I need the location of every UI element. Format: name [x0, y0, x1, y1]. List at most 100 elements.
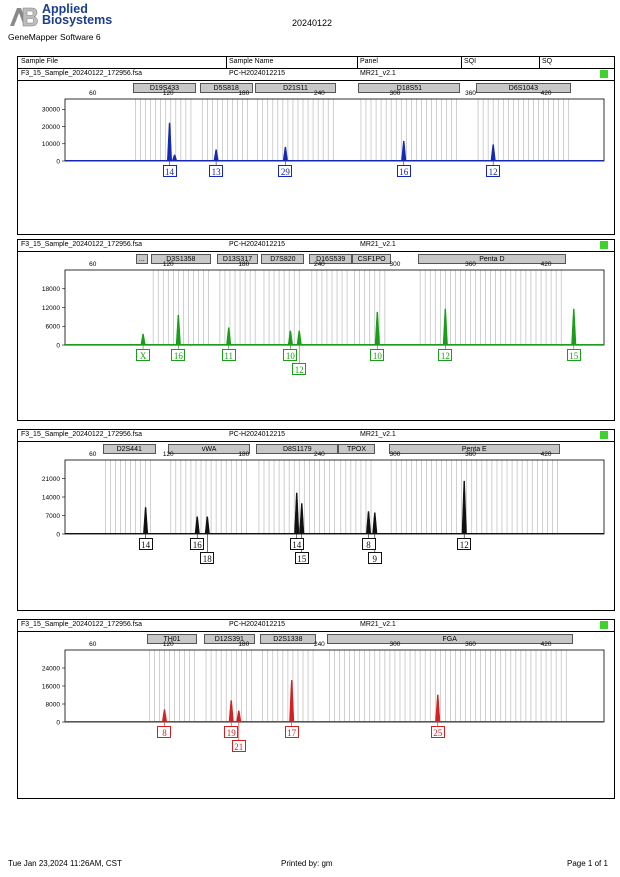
allele-peak: [172, 154, 178, 161]
allele-call-label: 25: [430, 726, 445, 738]
y-tick-label: 14000: [42, 494, 60, 501]
allele-call-label: 15: [294, 552, 309, 564]
allele-call-label: 16: [171, 349, 186, 361]
allele-call-label: 21: [231, 740, 246, 752]
sample-file: F3_15_Sample_20240122_172956.fsa: [21, 431, 143, 438]
x-tick-label: 240: [314, 90, 325, 97]
x-tick-label: 60: [89, 641, 97, 648]
y-tick-label: 16000: [42, 683, 60, 690]
marker-d2s441: D2S441: [102, 444, 156, 454]
allele-peak: [175, 315, 181, 345]
sq-status-indicator: [600, 241, 608, 249]
x-tick-label: 420: [541, 641, 552, 648]
x-tick-label: 180: [238, 641, 249, 648]
y-tick-label: 24000: [42, 665, 60, 672]
col-sample-name: Sample Name: [229, 58, 274, 65]
x-tick-label: 180: [238, 451, 249, 458]
allele-peak: [213, 149, 219, 161]
sample-file: F3_15_Sample_20240122_172956.fsa: [21, 241, 143, 248]
allele-peak: [435, 694, 441, 722]
printed-by: Printed by: gm: [281, 859, 333, 868]
electropherogram-panel-2: F3_15_Sample_20240122_172956.fsa PC-H202…: [17, 239, 615, 421]
report-date: 20240122: [292, 18, 333, 28]
allele-peak: [401, 140, 407, 161]
electropherogram-panel-4: F3_15_Sample_20240122_172956.fsa PC-H202…: [17, 619, 615, 799]
sq-status-indicator: [600, 621, 608, 629]
allele-call-label: 14: [162, 165, 177, 177]
y-tick-label: 12000: [42, 305, 60, 312]
allele-call-label: 15: [566, 349, 581, 361]
allele-call-label: 8: [361, 538, 376, 550]
allele-peak: [289, 680, 295, 722]
allele-peak: [374, 311, 380, 345]
marker-tpox: TPOX: [338, 444, 375, 454]
allele-peak: [294, 492, 300, 534]
x-tick-label: 120: [163, 90, 174, 97]
x-tick-label: 180: [238, 261, 249, 268]
y-tick-label: 7000: [46, 513, 61, 520]
allele-call-label: 11: [221, 349, 236, 361]
allele-peak: [140, 333, 146, 345]
x-tick-label: 120: [163, 261, 174, 268]
sq-status-indicator: [600, 70, 608, 78]
allele-call-label: 16: [396, 165, 411, 177]
plot-area-frame: [64, 269, 605, 346]
marker-fga: FGA: [326, 634, 573, 644]
col-sample-file: Sample File: [21, 58, 58, 65]
marker-d19s433: D19S433: [133, 83, 196, 93]
sample-info-row: F3_15_Sample_20240122_172956.fsa PC-H202…: [18, 620, 614, 632]
marker-d8s1179: D8S1179: [256, 444, 339, 454]
applied-biosystems-logo: [8, 6, 38, 28]
page-number: Page 1 of 1: [567, 859, 608, 868]
allele-peak: [204, 516, 210, 534]
sample-file: F3_15_Sample_20240122_172956.fsa: [21, 70, 143, 77]
allele-call-label: 14: [289, 538, 304, 550]
allele-peak: [282, 146, 288, 161]
marker--: ...: [135, 254, 149, 264]
x-tick-label: 420: [541, 451, 552, 458]
y-tick-label: 6000: [46, 324, 61, 331]
x-tick-label: 180: [238, 90, 249, 97]
y-tick-label: 0: [56, 342, 60, 349]
print-timestamp: Tue Jan 23,2024 11:26AM, CST: [8, 859, 122, 868]
panel-name: MR21_v2.1: [360, 431, 396, 438]
sample-info-row: F3_15_Sample_20240122_172956.fsa PC-H202…: [18, 430, 614, 442]
sq-status-indicator: [600, 431, 608, 439]
x-tick-label: 300: [390, 261, 401, 268]
y-tick-label: 0: [56, 719, 60, 726]
allele-call-label: 9: [367, 552, 382, 564]
brand-line-2: Biosystems: [42, 13, 113, 27]
y-tick-label: 0: [56, 531, 60, 538]
marker-d6s1043: D6S1043: [475, 83, 572, 93]
allele-call-label: 16: [190, 538, 205, 550]
allele-call-label: 12: [486, 165, 501, 177]
allele-peak: [461, 480, 467, 534]
allele-call-label: 12: [292, 363, 307, 375]
allele-call-label: 12: [438, 349, 453, 361]
x-tick-label: 120: [163, 641, 174, 648]
x-tick-label: 300: [390, 90, 401, 97]
allele-peak: [372, 512, 378, 534]
panel-name: MR21_v2.1: [360, 70, 396, 77]
marker-d7s820: D7S820: [261, 254, 305, 264]
y-tick-label: 21000: [42, 476, 60, 483]
electropherogram-plot: 60 120 180 240 300 360 420 0 8000 16000 24000: [42, 641, 605, 740]
electropherogram-plot: 60 120 180 240 300 360 420 0 7000 14000 21000: [42, 451, 605, 552]
marker-th01: TH01: [146, 634, 198, 644]
allele-call-label: 14: [138, 538, 153, 550]
allele-peak: [167, 122, 173, 161]
electropherogram-plot: 60 120 180 240 300 360 420 0 10000 20000 30000: [42, 90, 605, 165]
allele-peak: [143, 507, 149, 534]
sample-name: PC-H2024012215: [229, 431, 286, 438]
allele-peak: [299, 503, 305, 534]
y-tick-label: 8000: [46, 701, 61, 708]
allele-peak: [236, 710, 242, 722]
marker-d13s317: D13S317: [217, 254, 258, 264]
software-name: GeneMapper Software 6: [8, 32, 101, 42]
marker-vwa: vWA: [168, 444, 251, 454]
x-tick-label: 60: [89, 451, 97, 458]
x-tick-label: 420: [541, 261, 552, 268]
x-tick-label: 360: [465, 641, 476, 648]
allele-peak: [161, 709, 167, 722]
sample-info-row: F3_15_Sample_20240122_172956.fsa PC-H202…: [18, 69, 614, 81]
